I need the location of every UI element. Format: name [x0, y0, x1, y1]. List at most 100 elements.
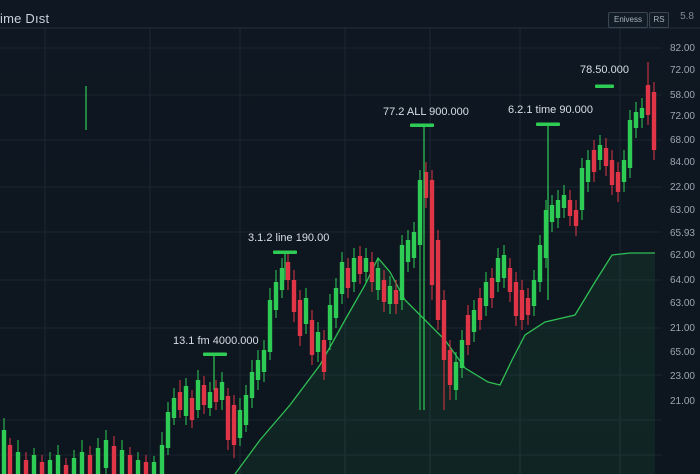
- candle-body: [447, 350, 453, 385]
- candle-body: [339, 262, 345, 294]
- candle-body: [285, 262, 291, 280]
- candle-body: [47, 460, 53, 474]
- candle-body: [513, 282, 519, 316]
- candle-body: [15, 452, 21, 474]
- candle-body: [597, 145, 603, 160]
- candle-body: [627, 120, 633, 168]
- annotation-marker-bar: [595, 84, 614, 88]
- candle-body: [219, 382, 225, 400]
- candle-body: [267, 300, 273, 352]
- candle-body: [135, 460, 141, 474]
- price-tick: 21.00: [669, 396, 695, 407]
- candle-body: [127, 455, 133, 474]
- candle-body: [363, 258, 369, 272]
- corner-value: 5.8: [680, 11, 694, 22]
- price-tick: 68.00: [669, 135, 695, 146]
- candle-body: [297, 300, 303, 336]
- candle-body: [309, 320, 315, 355]
- price-tick: 23.00: [669, 371, 695, 382]
- price-tick: 72.00: [669, 111, 695, 122]
- candle-body: [549, 205, 555, 222]
- candle-body: [249, 372, 255, 398]
- candle-body: [645, 85, 651, 115]
- candle-body: [573, 210, 579, 226]
- candle-body: [195, 380, 201, 410]
- candle-body: [399, 245, 405, 300]
- price-tick: 58.00: [669, 90, 695, 101]
- candle-body: [327, 305, 333, 340]
- candle-body: [621, 160, 627, 182]
- candle-body: [429, 180, 435, 285]
- candle-body: [159, 445, 165, 474]
- annotation-label: 3.1.2 line 190.00: [248, 232, 330, 244]
- candle-body: [387, 286, 393, 304]
- candle-body: [633, 112, 639, 128]
- toolbar-button[interactable]: Enivess: [608, 12, 648, 28]
- candle-body: [501, 255, 507, 278]
- candle-body: [213, 388, 219, 402]
- candle-body: [543, 210, 549, 258]
- candle-body: [411, 232, 417, 258]
- candle-body: [7, 445, 13, 474]
- candle-body: [609, 160, 615, 185]
- candle-body: [321, 340, 327, 372]
- annotation-label: 78.50.000: [580, 64, 629, 76]
- annotation-marker-bar: [203, 352, 227, 356]
- candle-body: [189, 398, 195, 420]
- candle-body: [103, 440, 109, 468]
- candle-body: [591, 150, 597, 172]
- candle-body: [55, 455, 61, 474]
- candle-body: [71, 458, 77, 474]
- candle-body: [171, 398, 177, 418]
- price-tick: 62.00: [669, 250, 695, 261]
- price-tick: 64.00: [669, 275, 695, 286]
- candle-body: [537, 245, 543, 282]
- candle-body: [95, 448, 101, 474]
- annotation-marker-bar: [536, 122, 560, 126]
- candle-body: [465, 315, 471, 345]
- candle-body: [333, 288, 339, 318]
- candle-body: [79, 452, 85, 474]
- price-tick: 65.00: [669, 347, 695, 358]
- candle-body: [119, 450, 125, 474]
- toolbar-button-rs[interactable]: RS: [649, 12, 669, 28]
- candle-body: [177, 392, 183, 410]
- candle-body: [39, 462, 45, 474]
- chart-title: ime Dıst: [0, 11, 50, 26]
- candle-body: [315, 332, 321, 352]
- candle-body: [417, 180, 423, 245]
- annotation-markers: [85, 84, 614, 410]
- price-tick: 22.00: [669, 182, 695, 193]
- candle-body: [483, 282, 489, 306]
- candle-body: [351, 258, 357, 282]
- annotation-label: 6.2.1 time 90.000: [508, 104, 594, 116]
- candle-body: [519, 290, 525, 320]
- candle-body: [345, 268, 351, 288]
- candle-body: [615, 172, 621, 192]
- candle-body: [183, 386, 189, 416]
- candle-body: [471, 310, 477, 332]
- candle-body: [201, 385, 207, 405]
- candle-body: [291, 280, 297, 312]
- candle-body: [231, 405, 237, 445]
- price-tick: 72.00: [669, 65, 695, 76]
- candle-body: [31, 455, 37, 474]
- candle-body: [255, 360, 261, 380]
- candle-body: [143, 462, 149, 474]
- candle-body: [393, 290, 399, 304]
- candle-body: [459, 340, 465, 368]
- candle-body: [151, 462, 157, 474]
- candle-body: [303, 298, 309, 324]
- candle-body: [1, 430, 7, 474]
- area-fill: [235, 253, 655, 474]
- candle-body: [237, 410, 243, 438]
- price-tick: 63.00: [669, 205, 695, 216]
- candle-body: [225, 396, 231, 440]
- annotation-label: 77.2 ALL 900.000: [383, 106, 469, 118]
- candle-body: [639, 108, 645, 118]
- candle-body: [63, 465, 69, 474]
- candle-body: [111, 446, 117, 474]
- area-line: [234, 252, 655, 474]
- candle-body: [603, 148, 609, 166]
